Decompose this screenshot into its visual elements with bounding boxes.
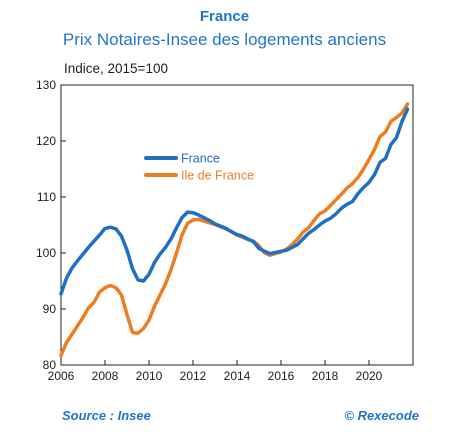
x-tick-label: 2008 [92, 369, 119, 383]
chart-legend: France Ile de France [144, 152, 254, 183]
plot-frame [60, 84, 414, 366]
x-tick-label: 2012 [180, 369, 207, 383]
y-axis-label: Indice, 2015=100 [64, 61, 168, 76]
legend-label-france: France [181, 152, 220, 166]
chart-axes: 80 90 100 110 120 130 2006 2008 2010 2012 2014 2016… [36, 78, 414, 383]
y-tick-label: 110 [37, 190, 56, 204]
chart-title: France [199, 8, 250, 25]
y-tick-label: 100 [36, 246, 56, 260]
y-tick-label: 90 [43, 302, 57, 316]
x-tick-label: 2010 [136, 369, 163, 383]
x-tick-label: 2014 [224, 369, 251, 383]
source-note: Source : Insee [62, 408, 151, 423]
series-line-france [59, 107, 410, 296]
y-tick-label: 80 [43, 358, 57, 372]
y-tick-label: 120 [36, 134, 56, 148]
x-tick-label: 2016 [268, 369, 295, 383]
chart-subtitle: Prix Notaires-Insee des logements ancien… [62, 30, 387, 49]
chart-series [59, 102, 410, 358]
x-tick-label: 2020 [356, 369, 383, 383]
legend-label-ile-de-france: Ile de France [181, 169, 254, 183]
y-tick-label: 130 [36, 78, 56, 92]
x-tick-label: 2018 [312, 369, 339, 383]
credit-note: © Rexecode [344, 408, 419, 423]
x-tick-label: 2006 [48, 369, 75, 383]
